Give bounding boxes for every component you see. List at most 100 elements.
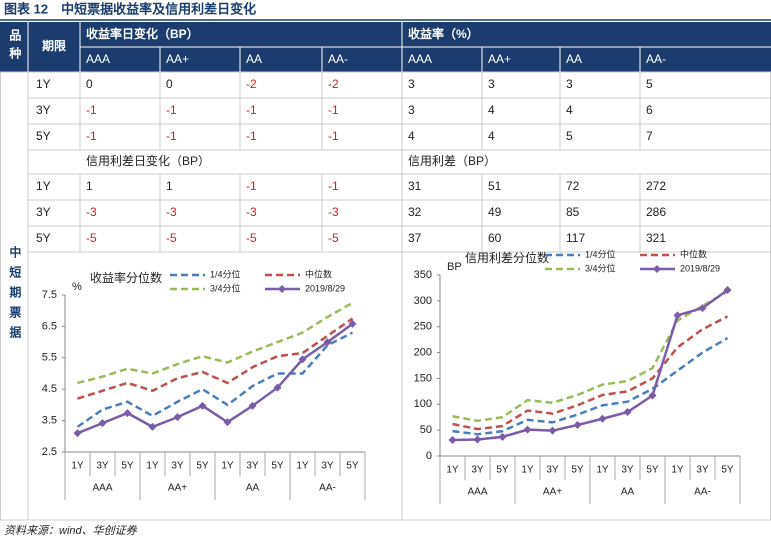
marker: [598, 414, 607, 423]
value-cell: -1: [86, 129, 97, 143]
x-tick-label: 5Y: [496, 465, 509, 476]
y-tick-label: 300: [414, 295, 432, 307]
value-cell: 0: [166, 77, 173, 91]
source: 资料来源：wind、华创证券: [4, 524, 138, 537]
y-tick-label: 2.5: [42, 446, 57, 458]
x-tick-label: 3Y: [546, 465, 559, 476]
group-label: AA: [621, 487, 635, 498]
x-tick-label: 3Y: [246, 461, 259, 472]
value-cell: -2: [328, 77, 339, 91]
subheader-cell: AA+: [166, 52, 189, 66]
x-tick-label: 1Y: [71, 461, 84, 472]
legend-label: 2019/8/29: [680, 263, 720, 273]
category-cell: 中短期票据: [8, 245, 22, 346]
marker: [223, 418, 232, 427]
x-tick-label: 3Y: [171, 461, 184, 472]
subheader-cell: AAA: [86, 52, 110, 66]
y-tick-label: 6.5: [42, 320, 57, 332]
value-cell: -1: [246, 179, 257, 193]
x-tick-label: 5Y: [721, 465, 734, 476]
value-cell: 37: [408, 231, 422, 245]
legend-marker: [278, 285, 286, 293]
group-label: AA+: [168, 483, 187, 494]
subheader-cell: AA-: [646, 52, 666, 66]
marker: [298, 355, 307, 364]
y-tick-label: 4.5: [42, 383, 57, 395]
y-tick-label: 0: [426, 450, 432, 462]
section-title: 信用利差日变化（BP）: [86, 153, 210, 168]
y-tick-label: 250: [414, 321, 432, 333]
group-label: AAA: [92, 483, 112, 494]
value-cell: 4: [488, 103, 495, 117]
marker: [473, 435, 482, 444]
value-cell: 4: [408, 129, 415, 143]
y-tick-label: 150: [414, 372, 432, 384]
section-title: 信用利差（BP）: [408, 154, 496, 168]
series-line: [76, 331, 354, 428]
marker: [498, 432, 507, 441]
series-line: [452, 337, 729, 436]
term-cell: 5Y: [36, 231, 51, 245]
y-tick-label: 7.5: [42, 289, 57, 301]
y-tick-label: 200: [414, 346, 432, 358]
term-cell: 1Y: [36, 179, 51, 193]
value-cell: 31: [408, 179, 422, 193]
y-tick-label: 5.5: [42, 352, 57, 364]
series-line: [452, 288, 729, 442]
subheader-cell: AA: [566, 52, 582, 66]
value-cell: -5: [328, 231, 339, 245]
header-cell: 品种: [8, 29, 22, 65]
legend-label: 中位数: [305, 268, 332, 279]
marker: [198, 401, 207, 410]
value-cell: 5: [566, 129, 573, 143]
value-cell: 3: [488, 77, 495, 91]
y-tick-label: 350: [414, 269, 432, 281]
marker: [248, 401, 257, 410]
x-tick-label: 5Y: [121, 461, 134, 472]
value-cell: -3: [246, 205, 257, 219]
group-label: AA: [246, 483, 260, 494]
value-cell: 321: [646, 231, 666, 245]
marker: [448, 435, 457, 444]
x-tick-label: 3Y: [696, 465, 709, 476]
value-cell: 60: [488, 231, 502, 245]
value-cell: 4: [488, 129, 495, 143]
value-cell: -1: [328, 179, 339, 193]
x-tick-label: 1Y: [446, 465, 459, 476]
term-cell: 3Y: [36, 205, 51, 219]
marker: [673, 311, 682, 320]
value-cell: -1: [246, 129, 257, 143]
y-tick-label: 100: [414, 398, 432, 410]
header-cell: 收益率日变化（BP）: [86, 26, 199, 41]
x-tick-label: 5Y: [271, 461, 284, 472]
y-tick-label: 50: [420, 424, 432, 436]
value-cell: 1: [86, 179, 93, 193]
x-tick-label: 3Y: [621, 465, 634, 476]
figure-title: 图表 12 中短票据收益率及信用利差日变化: [4, 1, 256, 16]
value-cell: 6: [646, 103, 653, 117]
series-line: [452, 315, 729, 431]
marker: [123, 409, 132, 418]
value-cell: -1: [328, 129, 339, 143]
group-label: AA+: [543, 487, 562, 498]
value-cell: 0: [86, 77, 93, 91]
table-border: [0, 71, 771, 521]
marker: [173, 413, 182, 422]
value-cell: -5: [166, 231, 177, 245]
group-label: AA-: [694, 487, 711, 498]
x-tick-label: 5Y: [571, 465, 584, 476]
x-tick-label: 3Y: [96, 461, 109, 472]
legend-label: 1/4分位: [585, 248, 616, 259]
marker: [323, 338, 332, 347]
x-tick-label: 1Y: [221, 461, 234, 472]
value-cell: 51: [488, 179, 502, 193]
x-tick-label: 5Y: [346, 461, 359, 472]
value-cell: 3: [408, 103, 415, 117]
subheader-cell: AAA: [408, 52, 432, 66]
marker: [73, 429, 82, 438]
subheader-cell: AA-: [328, 52, 348, 66]
subheader-cell: AA: [246, 52, 262, 66]
marker: [148, 422, 157, 431]
series-line: [77, 322, 354, 435]
